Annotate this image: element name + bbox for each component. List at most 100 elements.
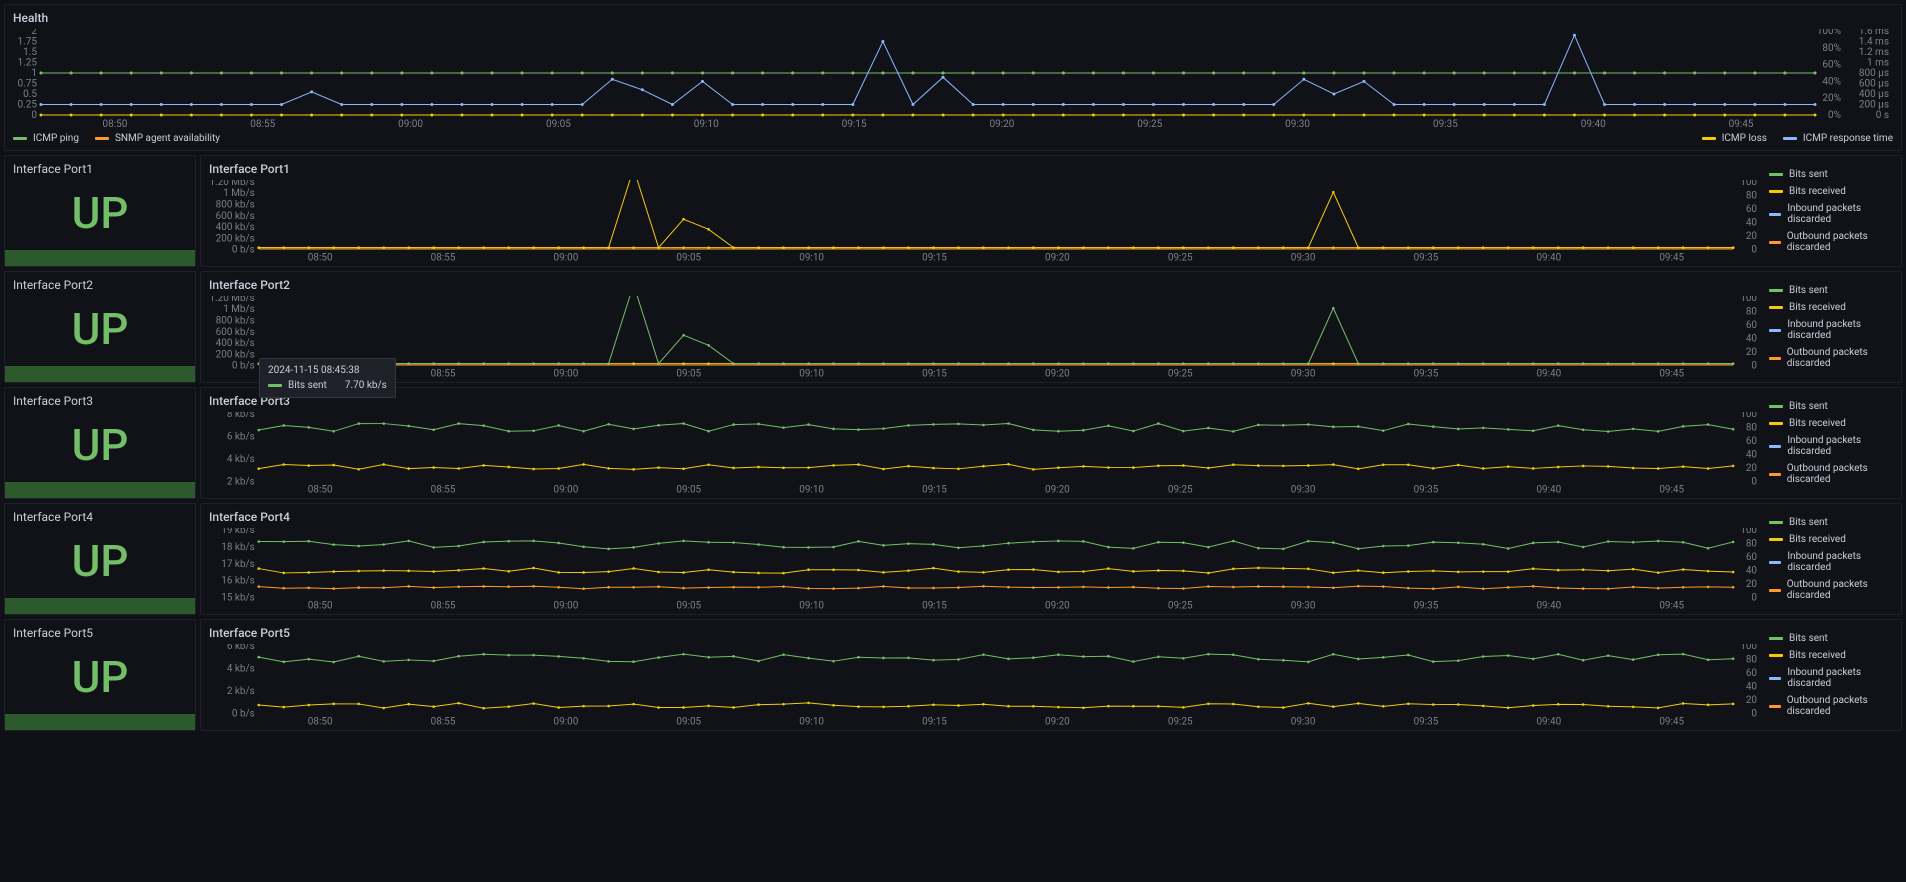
traffic-panel: Interface Port11.20 Mb/s1 Mb/s800 kb/s60… (200, 155, 1902, 267)
traffic-legend: Bits sent Bits received Inbound packets di… (1761, 626, 1893, 724)
svg-text:0 b/s: 0 b/s (232, 245, 255, 256)
legend-item[interactable]: Bits received (1769, 534, 1893, 545)
svg-text:0: 0 (1751, 245, 1757, 256)
legend-label: Bits received (1789, 650, 1846, 661)
traffic-chart[interactable]: 8 kb/s6 kb/s4 kb/s2 kb/s10080604020008:5… (209, 412, 1761, 494)
svg-text:80: 80 (1746, 191, 1758, 202)
legend-label: ICMP ping (33, 133, 79, 144)
legend-icmp-ping[interactable]: ICMP ping (13, 133, 79, 144)
svg-text:400 kb/s: 400 kb/s (216, 338, 255, 349)
legend-item[interactable]: Outbound packets discarded (1769, 579, 1893, 601)
svg-text:08:55: 08:55 (431, 717, 456, 726)
svg-text:09:30: 09:30 (1291, 601, 1316, 610)
status-panel[interactable]: Interface Port4 UP (4, 503, 196, 615)
svg-text:09:40: 09:40 (1581, 119, 1606, 129)
svg-text:200 µs: 200 µs (1859, 100, 1889, 111)
svg-text:08:50: 08:50 (308, 485, 333, 494)
swatch (1769, 405, 1783, 408)
swatch (1769, 422, 1783, 425)
status-panel[interactable]: Interface Port5 UP (4, 619, 196, 731)
svg-text:09:40: 09:40 (1536, 369, 1561, 378)
traffic-chart-container[interactable]: 1.20 Mb/s1 Mb/s800 kb/s600 kb/s400 kb/s2… (209, 180, 1761, 262)
svg-text:09:30: 09:30 (1291, 253, 1316, 262)
svg-text:09:35: 09:35 (1433, 119, 1458, 129)
traffic-title: Interface Port4 (209, 510, 1761, 524)
svg-text:09:35: 09:35 (1414, 369, 1439, 378)
svg-text:100%: 100% (1817, 29, 1841, 37)
status-title: Interface Port4 (13, 510, 187, 524)
legend-item[interactable]: Inbound packets discarded (1769, 667, 1893, 689)
traffic-chart[interactable]: 6 kb/s4 kb/s2 kb/s0 b/s10080604020008:50… (209, 644, 1761, 726)
svg-text:09:20: 09:20 (1045, 601, 1070, 610)
svg-text:08:55: 08:55 (431, 369, 456, 378)
legend-icmp-loss[interactable]: ICMP loss (1702, 133, 1767, 144)
swatch (1769, 329, 1781, 332)
legend-label: Bits received (1789, 418, 1846, 429)
svg-text:0 b/s: 0 b/s (232, 361, 255, 372)
legend-label: Outbound packets discarded (1787, 231, 1893, 253)
legend-item[interactable]: Bits sent (1769, 401, 1893, 412)
status-panel[interactable]: Interface Port3 UP (4, 387, 196, 499)
legend-item[interactable]: Outbound packets discarded (1769, 695, 1893, 717)
svg-text:60: 60 (1746, 204, 1758, 215)
legend-label: ICMP loss (1722, 133, 1767, 144)
svg-text:1.20 Mb/s: 1.20 Mb/s (209, 180, 254, 188)
legend-label: Bits received (1789, 186, 1846, 197)
svg-text:09:45: 09:45 (1659, 253, 1684, 262)
svg-text:60: 60 (1746, 436, 1758, 447)
status-bar (5, 366, 195, 382)
swatch (1783, 137, 1797, 140)
svg-text:09:40: 09:40 (1536, 717, 1561, 726)
port-row: Interface Port2 UP Interface Port21.20 M… (4, 271, 1902, 383)
legend-item[interactable]: Inbound packets discarded (1769, 319, 1893, 341)
legend-item[interactable]: Bits sent (1769, 633, 1893, 644)
svg-text:60: 60 (1746, 668, 1758, 679)
legend-item[interactable]: Inbound packets discarded (1769, 435, 1893, 457)
legend-item[interactable]: Outbound packets discarded (1769, 231, 1893, 253)
health-chart-container[interactable]: 21.751.51.2510.750.50.250100%80%60%40%20… (13, 29, 1893, 129)
swatch (1769, 705, 1781, 708)
legend-item[interactable]: Bits sent (1769, 285, 1893, 296)
traffic-chart[interactable]: 19 kb/s18 kb/s17 kb/s16 kb/s15 kb/s10080… (209, 528, 1761, 610)
svg-text:0: 0 (1751, 593, 1757, 604)
legend-item[interactable]: Bits received (1769, 418, 1893, 429)
svg-text:800 µs: 800 µs (1859, 68, 1889, 79)
legend-item[interactable]: Inbound packets discarded (1769, 203, 1893, 225)
status-panel[interactable]: Interface Port1 UP (4, 155, 196, 267)
svg-text:09:10: 09:10 (694, 119, 719, 129)
svg-text:20: 20 (1746, 347, 1758, 358)
traffic-chart[interactable]: 1.20 Mb/s1 Mb/s800 kb/s600 kb/s400 kb/s2… (209, 180, 1761, 262)
traffic-chart-container[interactable]: 1.20 Mb/s1 Mb/s800 kb/s600 kb/s400 kb/s2… (209, 296, 1761, 378)
status-panel[interactable]: Interface Port2 UP (4, 271, 196, 383)
traffic-chart-container[interactable]: 19 kb/s18 kb/s17 kb/s16 kb/s15 kb/s10080… (209, 528, 1761, 610)
svg-text:1.20 Mb/s: 1.20 Mb/s (209, 296, 254, 304)
swatch (1769, 561, 1781, 564)
legend-item[interactable]: Bits received (1769, 650, 1893, 661)
legend-item[interactable]: Bits received (1769, 186, 1893, 197)
svg-text:09:15: 09:15 (922, 369, 947, 378)
svg-text:1 ms: 1 ms (1867, 58, 1889, 69)
legend-label: Inbound packets discarded (1787, 551, 1893, 573)
svg-text:800 kb/s: 800 kb/s (216, 316, 255, 327)
swatch (1769, 190, 1783, 193)
legend-item[interactable]: Bits sent (1769, 517, 1893, 528)
legend-item[interactable]: Bits sent (1769, 169, 1893, 180)
traffic-panel: Interface Port21.20 Mb/s1 Mb/s800 kb/s60… (200, 271, 1902, 383)
svg-text:0.25: 0.25 (18, 100, 38, 111)
legend-item[interactable]: Bits received (1769, 302, 1893, 313)
legend-label: Inbound packets discarded (1787, 203, 1893, 225)
traffic-chart-container[interactable]: 8 kb/s6 kb/s4 kb/s2 kb/s10080604020008:5… (209, 412, 1761, 494)
svg-text:09:10: 09:10 (799, 485, 824, 494)
legend-item[interactable]: Outbound packets discarded (1769, 463, 1893, 485)
traffic-chart-container[interactable]: 6 kb/s4 kb/s2 kb/s0 b/s10080604020008:50… (209, 644, 1761, 726)
svg-text:100: 100 (1740, 412, 1757, 420)
status-bar (5, 250, 195, 266)
legend-item[interactable]: Outbound packets discarded (1769, 347, 1893, 369)
swatch (95, 137, 109, 140)
health-chart[interactable]: 21.751.51.2510.750.50.250100%80%60%40%20… (13, 29, 1893, 129)
traffic-chart[interactable]: 1.20 Mb/s1 Mb/s800 kb/s600 kb/s400 kb/s2… (209, 296, 1761, 378)
legend-icmp-response[interactable]: ICMP response time (1783, 133, 1893, 144)
legend-snmp[interactable]: SNMP agent availability (95, 133, 220, 144)
svg-text:09:40: 09:40 (1536, 601, 1561, 610)
legend-item[interactable]: Inbound packets discarded (1769, 551, 1893, 573)
